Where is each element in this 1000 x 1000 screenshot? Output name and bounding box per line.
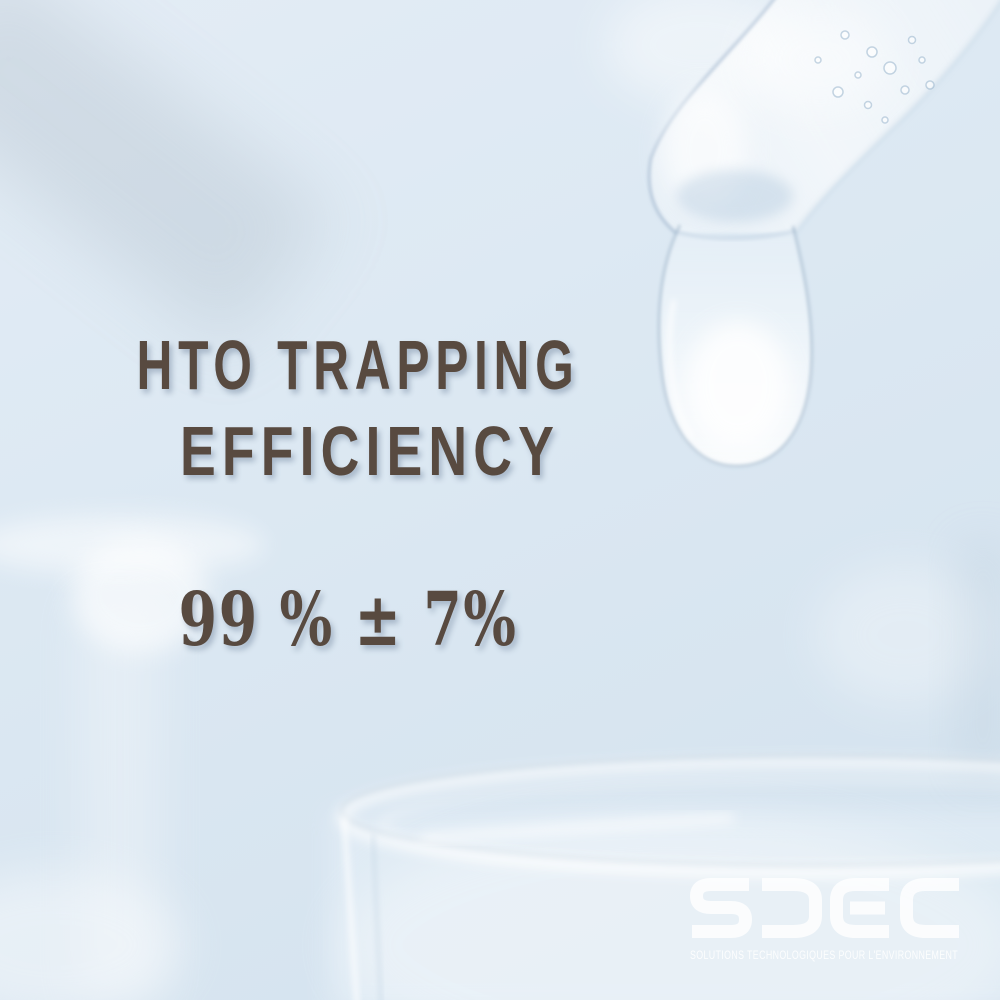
headline-line1: HTO TRAPPING	[137, 326, 580, 404]
headline-line2: EFFICIENCY	[180, 412, 560, 490]
pipette-tip	[647, 0, 1000, 241]
logo-letter-e	[830, 878, 889, 938]
water-droplet	[657, 224, 814, 468]
logo-tagline: SOLUTIONS TECHNOLOGIQUES POUR L'ENVIRONN…	[690, 948, 958, 962]
logo-letter-s	[689, 878, 753, 938]
sdec-logo-letters	[689, 878, 959, 938]
efficiency-value: 99 % ± 7%	[179, 577, 518, 663]
glass-beaker	[330, 754, 1000, 1000]
logo-letter-c	[900, 878, 959, 938]
condensation-bubbles	[814, 30, 935, 124]
logo-letter-d	[762, 878, 822, 938]
